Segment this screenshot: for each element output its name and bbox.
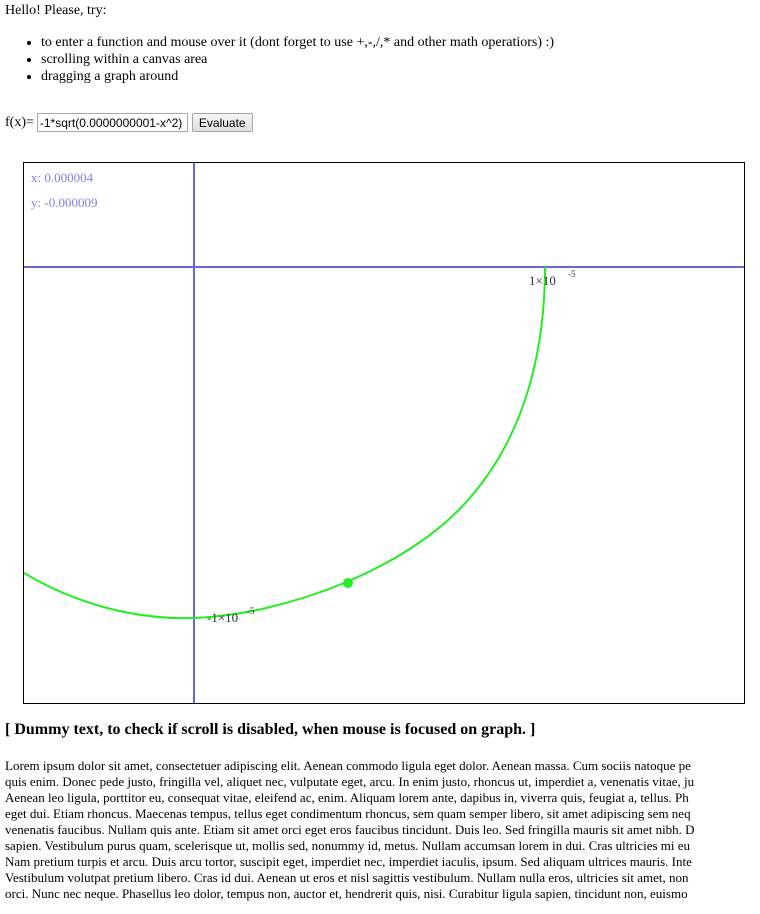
dummy-line: Nam pretium turpis et arcu. Duis arcu to…	[5, 854, 692, 869]
y-tick-exponent: -5	[247, 606, 255, 616]
dummy-text: Lorem ipsum dolor sit amet, consectetuer…	[5, 758, 760, 902]
function-input[interactable]	[36, 113, 188, 132]
dummy-line: eget dui. Etiam rhoncus. Maecenas tempus…	[5, 806, 691, 821]
dummy-line: quis enim. Donec pede justo, fringilla v…	[5, 774, 695, 789]
tip-item: scrolling within a canvas area	[41, 51, 554, 68]
graph-svg: 1×10 -5 -1×10 -5	[24, 163, 744, 703]
dummy-line: Vestibulum volutpat pretium libero. Cras…	[5, 870, 689, 885]
y-tick-label: -1×10	[207, 610, 238, 625]
dummy-line: orci. Nunc nec neque. Phasellus leo dolo…	[5, 886, 688, 901]
tips-list: to enter a function and mouse over it (d…	[21, 34, 554, 85]
function-label: f(x)=	[5, 114, 34, 130]
dummy-line: sapien. Vestibulum purus quam, scelerisq…	[5, 838, 691, 853]
tip-item: dragging a graph around	[41, 68, 554, 85]
x-tick-exponent: -5	[568, 269, 576, 279]
graph-canvas[interactable]: 1×10 -5 -1×10 -5 x: 0.000004 y: -0.00000…	[23, 162, 745, 704]
dummy-line: venenatis faucibus. Nullam quis ante. Et…	[5, 822, 695, 837]
intro-text: Hello! Please, try:	[5, 3, 107, 18]
cursor-x-readout: x: 0.000004	[31, 170, 94, 185]
cursor-y-readout: y: -0.000009	[31, 195, 98, 210]
hover-point	[343, 578, 353, 588]
x-tick-label: 1×10	[529, 273, 556, 288]
function-form: f(x)= Evaluate	[5, 113, 253, 132]
dummy-line: Lorem ipsum dolor sit amet, consectetuer…	[5, 758, 691, 773]
dummy-heading: [ Dummy text, to check if scroll is disa…	[5, 721, 536, 738]
evaluate-button[interactable]: Evaluate	[191, 113, 253, 132]
function-curve	[24, 266, 546, 620]
dummy-line: Aenean leo ligula, porttitor eu, consequ…	[5, 790, 689, 805]
tip-item: to enter a function and mouse over it (d…	[41, 34, 554, 51]
